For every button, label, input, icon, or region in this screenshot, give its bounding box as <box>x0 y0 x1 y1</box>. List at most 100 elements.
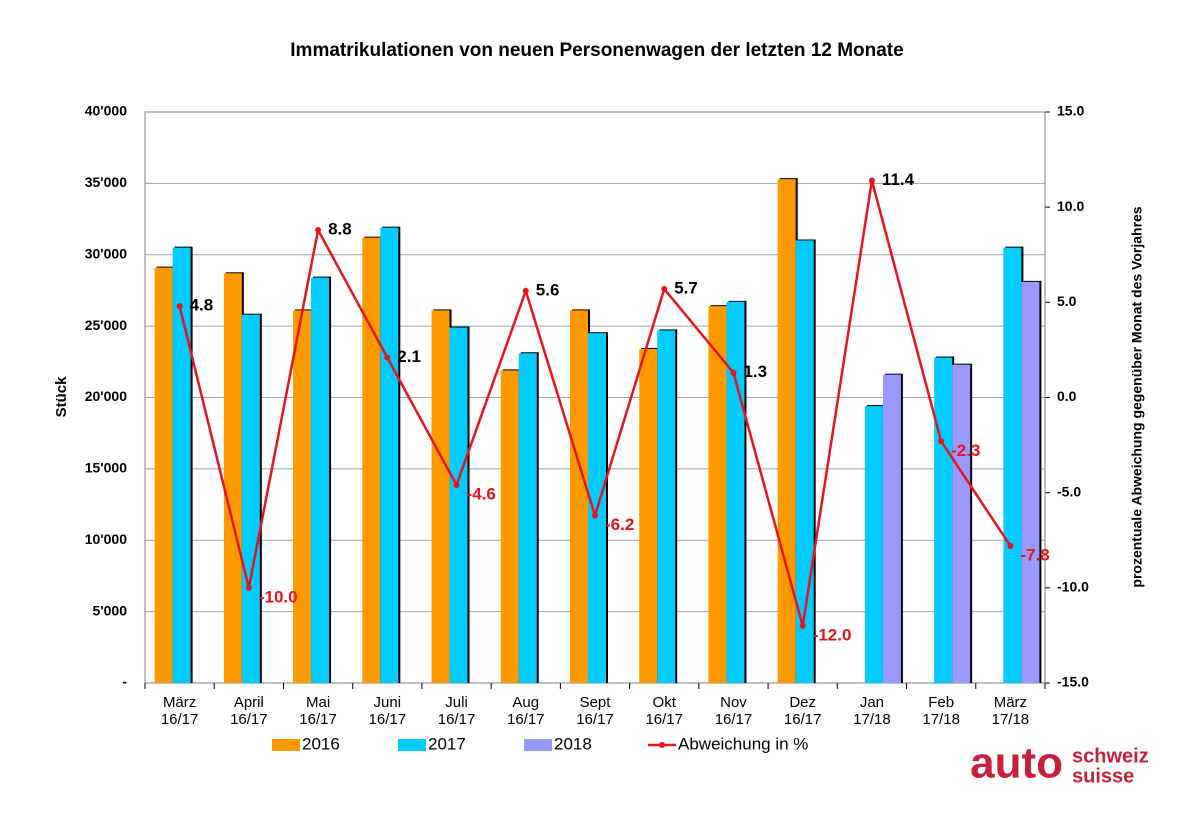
y-axis-label: Stück <box>53 376 70 418</box>
line-point <box>661 286 668 293</box>
bar <box>431 310 450 683</box>
legend-swatch <box>659 742 665 748</box>
x-tick-label: 16/17 <box>161 711 199 728</box>
x-tick-label: März <box>163 694 196 711</box>
data-label: 8.8 <box>328 219 352 238</box>
bar <box>311 277 330 683</box>
legend-swatch <box>398 739 426 751</box>
legend-swatch <box>272 739 300 751</box>
legend-swatch <box>524 739 552 751</box>
bar <box>952 364 971 683</box>
y-tick-label: 35'000 <box>85 174 127 190</box>
logo-main: auto <box>970 739 1063 788</box>
data-label: 5.7 <box>674 278 698 297</box>
y2-tick-label: 10.0 <box>1057 198 1084 214</box>
x-tick-label: 16/17 <box>715 711 753 728</box>
y-tick-label: 15'000 <box>85 460 127 476</box>
line-point <box>868 177 875 184</box>
x-tick-label: 16/17 <box>299 711 337 728</box>
data-label: 2.1 <box>397 347 421 366</box>
data-label: -10.0 <box>259 587 298 606</box>
bar <box>795 240 814 683</box>
x-tick-label: 16/17 <box>369 711 407 728</box>
line-point <box>384 354 391 361</box>
bar <box>726 301 745 683</box>
line-point <box>1007 542 1014 549</box>
bar <box>657 330 676 683</box>
x-tick-label: 16/17 <box>438 711 476 728</box>
x-tick-label: Dez <box>789 694 816 711</box>
line-point <box>799 622 806 629</box>
x-tick-label: 17/18 <box>922 711 960 728</box>
bar <box>293 310 312 683</box>
y-tick-label: 20'000 <box>85 388 127 404</box>
x-tick-label: Sept <box>580 694 612 711</box>
x-tick-label: Nov <box>720 694 747 711</box>
line-point <box>176 303 183 310</box>
data-label: -4.6 <box>467 485 496 504</box>
y2-tick-label: 15.0 <box>1057 103 1084 119</box>
data-label: -6.2 <box>605 515 634 534</box>
bar <box>639 348 658 683</box>
x-tick-label: Okt <box>653 694 677 711</box>
x-tick-label: 16/17 <box>507 711 545 728</box>
line-point <box>730 369 737 376</box>
bar <box>362 237 381 683</box>
data-label: 1.3 <box>743 362 767 381</box>
bar <box>154 267 173 683</box>
logo-line: suisse <box>1072 765 1134 787</box>
bar <box>1021 281 1040 683</box>
line-point <box>592 512 598 519</box>
bar <box>708 306 727 683</box>
legend-label: 2016 <box>302 734 340 753</box>
y-tick-label: 30'000 <box>85 245 127 261</box>
bar <box>864 406 883 683</box>
y2-tick-label: -5.0 <box>1057 483 1081 499</box>
y-tick-label: 25'000 <box>85 317 127 333</box>
y2-tick-label: 5.0 <box>1057 293 1077 309</box>
x-tick-label: Feb <box>928 694 954 711</box>
legend-label: 2018 <box>554 734 592 753</box>
x-tick-label: 17/18 <box>853 711 891 728</box>
x-tick-label: 16/17 <box>576 711 614 728</box>
x-tick-label: 17/18 <box>992 711 1030 728</box>
line-point <box>522 287 529 294</box>
data-label: 4.8 <box>190 296 214 315</box>
data-label: 11.4 <box>882 170 915 189</box>
y-tick-label: 40'000 <box>85 103 127 119</box>
x-tick-label: Juni <box>374 694 402 711</box>
logo-line: schweiz <box>1072 745 1149 767</box>
x-tick-label: 16/17 <box>784 711 822 728</box>
bar <box>570 310 588 683</box>
chart-title: Immatrikulationen von neuen Personenwage… <box>290 40 903 61</box>
y-tick-label: 10'000 <box>85 531 127 547</box>
bar <box>777 179 796 683</box>
bar <box>882 374 901 683</box>
bar <box>223 273 242 683</box>
y-tick-label: - <box>122 674 127 690</box>
line-point <box>938 438 945 445</box>
bar <box>934 357 953 683</box>
bar <box>380 227 399 683</box>
bar <box>500 370 519 683</box>
data-label: -2.3 <box>951 441 980 460</box>
legend-label: 2017 <box>428 734 466 753</box>
y2-axis-label: prozentuale Abweichung gegenüber Monat d… <box>1129 206 1145 587</box>
data-label: -7.8 <box>1020 545 1049 564</box>
x-tick-label: 16/17 <box>230 711 268 728</box>
x-tick-label: April <box>234 694 264 711</box>
y-tick-label: 5'000 <box>93 602 128 618</box>
y2-tick-label: -10.0 <box>1057 579 1089 595</box>
y2-tick-label: 0.0 <box>1057 388 1077 404</box>
data-label: -12.0 <box>813 625 852 644</box>
y2-tick-label: -15.0 <box>1057 674 1089 690</box>
line-point <box>315 227 322 234</box>
bar <box>518 353 537 683</box>
line-point <box>245 584 252 591</box>
line-point <box>453 482 460 489</box>
x-tick-label: Aug <box>512 694 539 711</box>
bar <box>449 327 468 683</box>
data-label: 5.6 <box>536 280 560 299</box>
